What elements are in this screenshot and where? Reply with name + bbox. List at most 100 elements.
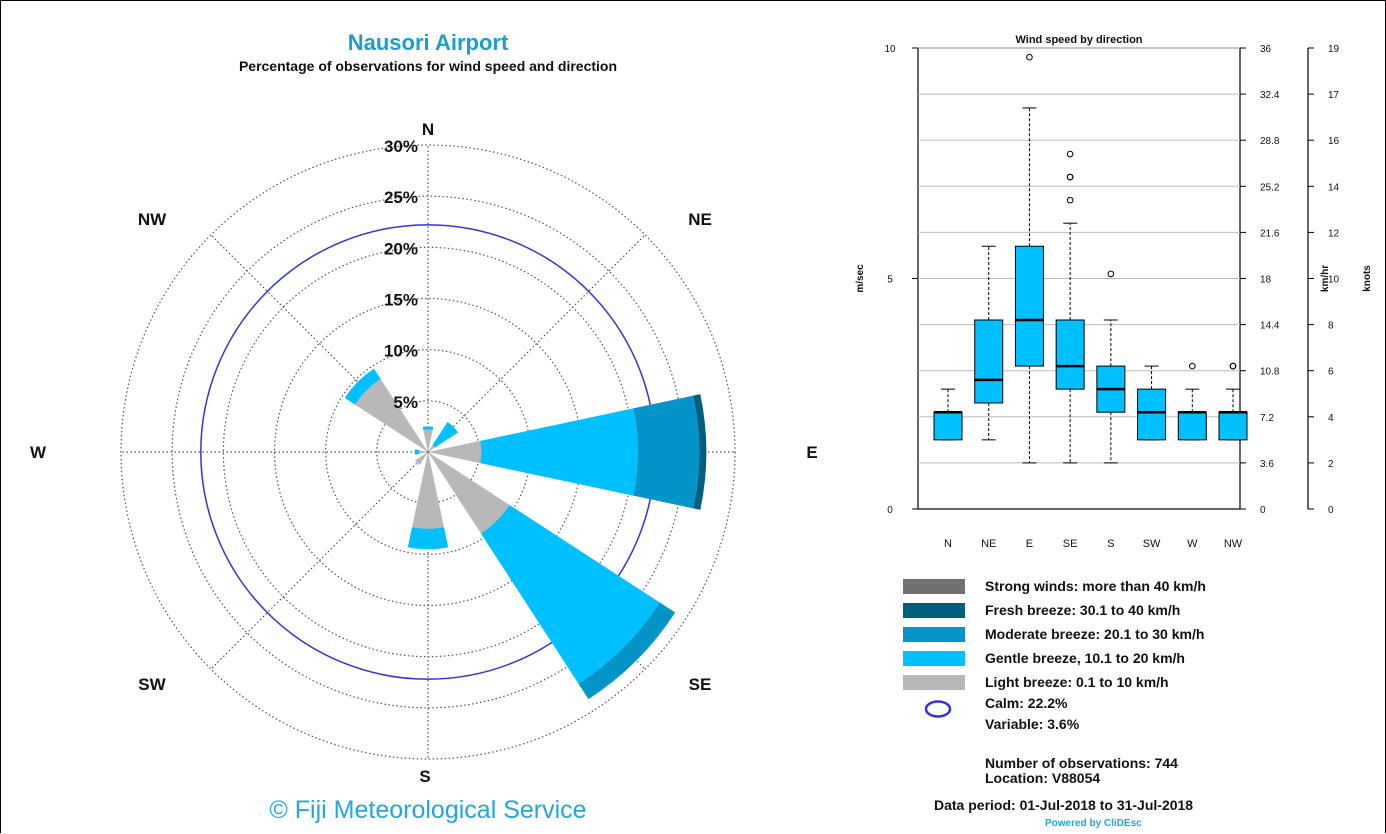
rose-spoke bbox=[210, 234, 429, 453]
rose-radial-tick: 10% bbox=[384, 342, 418, 361]
legend-swatch bbox=[903, 651, 965, 666]
boxplot-chart: Wind speed by direction 0 5 10 m/sec 0 3.6 7.2 1… bbox=[855, 34, 1373, 550]
rose-wedge bbox=[355, 379, 428, 452]
knots-tick-label: 0 bbox=[1328, 505, 1334, 516]
legend-label: Moderate breeze: 20.1 to 30 km/h bbox=[985, 626, 1205, 642]
kmh-tick-label: 7.2 bbox=[1260, 413, 1274, 424]
rose-wedge bbox=[480, 504, 660, 684]
legend-swatch bbox=[903, 627, 965, 642]
kmh-tick-label: 10.8 bbox=[1260, 367, 1280, 378]
kmh-tick-label: 25.2 bbox=[1260, 182, 1280, 193]
rose-wedge bbox=[432, 421, 459, 448]
box bbox=[1218, 411, 1248, 441]
x-tick-label: N bbox=[944, 538, 952, 550]
knots-tick-label: 17 bbox=[1328, 90, 1340, 101]
box bbox=[1177, 411, 1207, 441]
calm-circle-icon bbox=[924, 700, 952, 718]
kmh-tick-label: 21.6 bbox=[1260, 228, 1280, 239]
rose-direction-label: NE bbox=[688, 210, 712, 229]
calm-circle bbox=[924, 700, 952, 718]
box bbox=[974, 319, 1004, 404]
rose-radial-tick: 20% bbox=[384, 239, 418, 258]
rose-wedge bbox=[422, 426, 434, 430]
knots-tick-label: 12 bbox=[1328, 228, 1340, 239]
box bbox=[1137, 388, 1167, 441]
rose-wedge bbox=[428, 440, 482, 464]
knots-tick-label: 4 bbox=[1328, 413, 1334, 424]
knots-tick-label: 16 bbox=[1328, 136, 1340, 147]
y-axis-label: m/sec bbox=[855, 264, 866, 293]
outlier-point bbox=[1066, 196, 1074, 204]
x-tick-label: NW bbox=[1224, 538, 1243, 550]
legend-swatch bbox=[903, 675, 965, 690]
rose-radial-tick: 5% bbox=[393, 393, 418, 412]
x-tick-label: W bbox=[1187, 538, 1198, 550]
rose-wedge bbox=[693, 394, 707, 510]
rose-wedge bbox=[407, 527, 449, 550]
x-tick-label: SE bbox=[1063, 538, 1078, 550]
outlier-point bbox=[1188, 362, 1196, 370]
box bbox=[1014, 245, 1044, 367]
rose-direction-label: SW bbox=[138, 675, 166, 694]
knots-tick-label: 6 bbox=[1328, 367, 1334, 378]
rose-radial-tick: 25% bbox=[384, 188, 418, 207]
knots-axis-label: knots bbox=[1362, 265, 1373, 292]
calm-label: Calm: 22.2% bbox=[985, 695, 1068, 711]
rose-wedge bbox=[480, 408, 638, 496]
rose-direction-label: SE bbox=[689, 675, 712, 694]
rose-wedge bbox=[633, 395, 700, 509]
powered-by: Powered by CliDEsc bbox=[1045, 818, 1142, 829]
kmh-tick-label: 3.6 bbox=[1260, 459, 1274, 470]
rose-wedge bbox=[415, 452, 428, 465]
rose-direction-label: W bbox=[30, 443, 47, 462]
y-tick-label: 5 bbox=[887, 275, 893, 286]
kmh-tick-label: 0 bbox=[1260, 505, 1266, 516]
outlier-point bbox=[1229, 362, 1237, 370]
rose-wedge bbox=[344, 368, 381, 405]
legend-label: Fresh breeze: 30.1 to 40 km/h bbox=[985, 602, 1181, 618]
rose-wedge bbox=[414, 449, 419, 455]
outlier-point bbox=[1026, 53, 1033, 61]
rose-spoke bbox=[210, 451, 429, 670]
kmh-tick-label: 14.4 bbox=[1260, 321, 1280, 332]
knots-tick-label: 19 bbox=[1328, 44, 1340, 55]
boxplot-title: Wind speed by direction bbox=[1015, 34, 1142, 46]
x-tick-label: SW bbox=[1143, 538, 1161, 550]
rose-direction-label: S bbox=[419, 767, 430, 786]
variable-label: Variable: 3.6% bbox=[985, 716, 1080, 732]
legend-item: Gentle breeze, 10.1 to 20 km/h bbox=[903, 650, 1283, 668]
x-tick-label: S bbox=[1107, 538, 1114, 550]
outlier-point bbox=[1066, 173, 1074, 181]
knots-tick-label: 2 bbox=[1328, 459, 1334, 470]
legend-item: Light breeze: 0.1 to 10 km/h bbox=[903, 674, 1283, 692]
rose-grid-circle bbox=[120, 144, 736, 760]
rose-wedge bbox=[412, 452, 444, 529]
legend-swatch bbox=[903, 603, 965, 618]
kmh-tick-label: 28.8 bbox=[1260, 136, 1280, 147]
rose-wedge bbox=[428, 445, 435, 452]
legend-swatch bbox=[903, 579, 965, 594]
kmh-tick-label: 18 bbox=[1260, 275, 1272, 286]
rose-title: Nausori Airport bbox=[347, 30, 509, 55]
rose-direction-label: E bbox=[806, 443, 817, 462]
outlier-point bbox=[1066, 150, 1074, 158]
rose-radial-tick: 30% bbox=[384, 137, 418, 156]
rose-wedge bbox=[578, 602, 676, 700]
wind-rose-chart: 5% 10% 15% 20% 25% 30%N NE E SE S SW W NW bbox=[30, 120, 818, 786]
x-tick-label: E bbox=[1026, 538, 1033, 550]
legend-item: Moderate breeze: 20.1 to 30 km/h bbox=[903, 626, 1283, 644]
location-label: Location: V88054 bbox=[985, 770, 1101, 786]
legend-item: Fresh breeze: 30.1 to 40 km/h bbox=[903, 602, 1283, 620]
legend-item: Strong winds: more than 40 km/h bbox=[903, 578, 1283, 596]
calm-legend bbox=[921, 700, 957, 718]
x-tick-label: NE bbox=[981, 538, 996, 550]
data-period: Data period: 01-Jul-2018 to 31-Jul-2018 bbox=[934, 797, 1194, 813]
rose-spoke bbox=[427, 234, 646, 453]
rose-wedge bbox=[423, 429, 433, 452]
knots-tick-label: 14 bbox=[1328, 182, 1340, 193]
observations-count: Number of observations: 744 bbox=[985, 755, 1178, 771]
outlier-point bbox=[1107, 270, 1115, 278]
copyright-text: © Fiji Meteorological Service bbox=[269, 796, 587, 824]
box bbox=[1055, 319, 1085, 390]
knots-tick-label: 10 bbox=[1328, 275, 1340, 286]
